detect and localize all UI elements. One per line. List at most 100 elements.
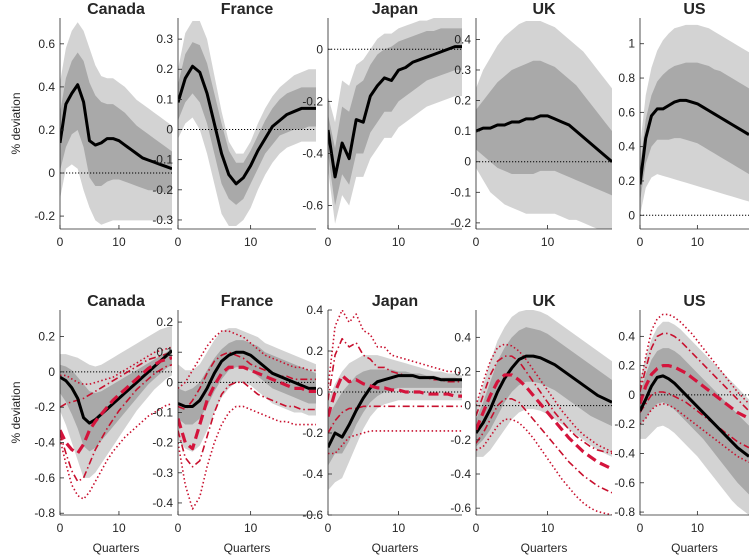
y-tick-label: 0.2 bbox=[306, 344, 323, 358]
alt-inner-upper-line bbox=[476, 355, 612, 455]
y-axis-label: % deviation bbox=[9, 381, 23, 443]
alt-median-line bbox=[60, 356, 172, 455]
plot-area bbox=[60, 325, 172, 500]
panel-us-row2: -0.8 -0.6 -0.4 -0.2 0 0.2 0.4 0 10 US Quarters bbox=[614, 293, 749, 555]
alt-outer-upper-line bbox=[328, 310, 462, 388]
y-tick-label: -0.1 bbox=[450, 185, 471, 199]
y-tick-label: -0.2 bbox=[302, 426, 323, 440]
alt-inner-lower-line bbox=[476, 398, 612, 494]
alt-median-line bbox=[328, 374, 462, 418]
y-tick-label: 0.2 bbox=[454, 365, 471, 379]
y-tick-label: -0.2 bbox=[302, 94, 323, 108]
plot-area bbox=[476, 21, 612, 229]
x-axis-label: Quarters bbox=[521, 541, 568, 555]
y-tick-label: 0.8 bbox=[618, 71, 635, 85]
y-tick-label: 0.2 bbox=[156, 315, 173, 329]
panel-japan-row2: -0.6 -0.4 -0.2 0 0.2 0.4 0 10 Japan Quarters bbox=[302, 293, 462, 555]
inner-confidence-band bbox=[640, 348, 749, 495]
plot-area bbox=[328, 310, 462, 491]
median-line bbox=[178, 64, 316, 186]
x-axis-label: Quarters bbox=[671, 541, 718, 555]
y-tick-label: 0 bbox=[48, 365, 55, 379]
alt-inner-upper-line bbox=[640, 332, 749, 412]
y-tick-label: 0 bbox=[316, 385, 323, 399]
y-tick-label: 0.1 bbox=[454, 124, 471, 138]
alt-inner-lower-line bbox=[328, 405, 462, 434]
x-tick-label: 10 bbox=[541, 235, 555, 249]
x-tick-label: 0 bbox=[57, 521, 64, 535]
y-tick-label: -0.8 bbox=[34, 506, 55, 520]
y-tick-label: 0.6 bbox=[38, 37, 55, 51]
y-tick-label: 0.2 bbox=[38, 330, 55, 344]
alt-outer-upper-line bbox=[640, 313, 749, 405]
plot-area bbox=[178, 21, 316, 226]
inner-confidence-band bbox=[640, 62, 749, 202]
alt-outer-upper-line bbox=[60, 346, 172, 386]
panel-title: UK bbox=[532, 293, 556, 310]
panel-title: Japan bbox=[372, 1, 418, 18]
y-tick-label: -0.4 bbox=[450, 467, 471, 481]
y-tick-label: -0.2 bbox=[614, 417, 635, 431]
y-tick-label: -0.4 bbox=[152, 496, 173, 510]
x-tick-label: 0 bbox=[57, 235, 64, 249]
panel-title: Canada bbox=[87, 293, 145, 310]
y-tick-label: 0.2 bbox=[156, 62, 173, 76]
x-axis-label: Quarters bbox=[372, 541, 419, 555]
panel-title: UK bbox=[532, 1, 556, 18]
y-tick-label: -0.4 bbox=[302, 467, 323, 481]
inner-confidence-band bbox=[476, 327, 612, 447]
y-tick-label: -0.2 bbox=[34, 209, 55, 223]
panel-title: Canada bbox=[87, 1, 145, 18]
y-tick-label: 0.1 bbox=[156, 92, 173, 106]
y-tick-label: 0 bbox=[464, 399, 471, 413]
median-line bbox=[476, 354, 612, 434]
outer-confidence-band bbox=[178, 328, 316, 452]
x-tick-label: 10 bbox=[244, 235, 258, 249]
median-line bbox=[328, 374, 462, 449]
x-tick-label: 10 bbox=[691, 235, 705, 249]
y-tick-label: 0.4 bbox=[454, 32, 471, 46]
y-tick-label: 0 bbox=[166, 375, 173, 389]
x-tick-label: 0 bbox=[637, 521, 644, 535]
plot-area bbox=[178, 328, 316, 510]
x-tick-label: 0 bbox=[637, 235, 644, 249]
median-line bbox=[640, 98, 749, 185]
x-tick-label: 10 bbox=[392, 235, 406, 249]
y-tick-label: 0.2 bbox=[618, 359, 635, 373]
alt-outer-upper-line bbox=[178, 330, 316, 389]
y-tick-label: 0.4 bbox=[618, 140, 635, 154]
alt-outer-lower-line bbox=[476, 418, 612, 515]
y-tick-label: -0.2 bbox=[450, 216, 471, 230]
x-axis-label: Quarters bbox=[224, 541, 271, 555]
alt-median-line bbox=[640, 364, 749, 420]
y-tick-label: 0.2 bbox=[618, 174, 635, 188]
panel-france-row1: -0.3 -0.2 -0.1 0 0.1 0.2 0.3 0 10 France bbox=[152, 1, 316, 249]
panel-uk-row2: -0.6 -0.4 -0.2 0 0.2 0.4 0 10 UK Quarters bbox=[450, 293, 612, 555]
x-tick-label: 0 bbox=[325, 521, 332, 535]
y-tick-label: 0 bbox=[628, 388, 635, 402]
x-tick-label: 0 bbox=[473, 235, 480, 249]
y-tick-label: -0.4 bbox=[614, 447, 635, 461]
inner-confidence-band bbox=[328, 28, 462, 206]
y-tick-label: 0.4 bbox=[306, 303, 323, 317]
y-tick-label: 0 bbox=[48, 166, 55, 180]
x-tick-label: 10 bbox=[541, 521, 555, 535]
y-tick-label: -0.1 bbox=[152, 406, 173, 420]
y-axis-label: % deviation bbox=[9, 92, 23, 154]
alt-inner-lower-line bbox=[178, 381, 316, 468]
y-tick-label: -0.2 bbox=[450, 433, 471, 447]
panel-title: Japan bbox=[372, 293, 418, 310]
panel-canada-row2: -0.8 -0.6 -0.4 -0.2 0 0.2 0 10 Canada Quarters % d… bbox=[9, 293, 172, 555]
y-tick-label: 0.6 bbox=[618, 105, 635, 119]
x-tick-label: 10 bbox=[244, 521, 258, 535]
median-line bbox=[640, 374, 749, 458]
alt-outer-lower-line bbox=[328, 430, 462, 455]
median-line bbox=[60, 349, 172, 425]
y-tick-label: 0.1 bbox=[156, 345, 173, 359]
y-tick-label: -0.6 bbox=[450, 501, 471, 515]
alt-outer-lower-line bbox=[60, 402, 172, 500]
alt-inner-lower-line bbox=[640, 391, 749, 449]
